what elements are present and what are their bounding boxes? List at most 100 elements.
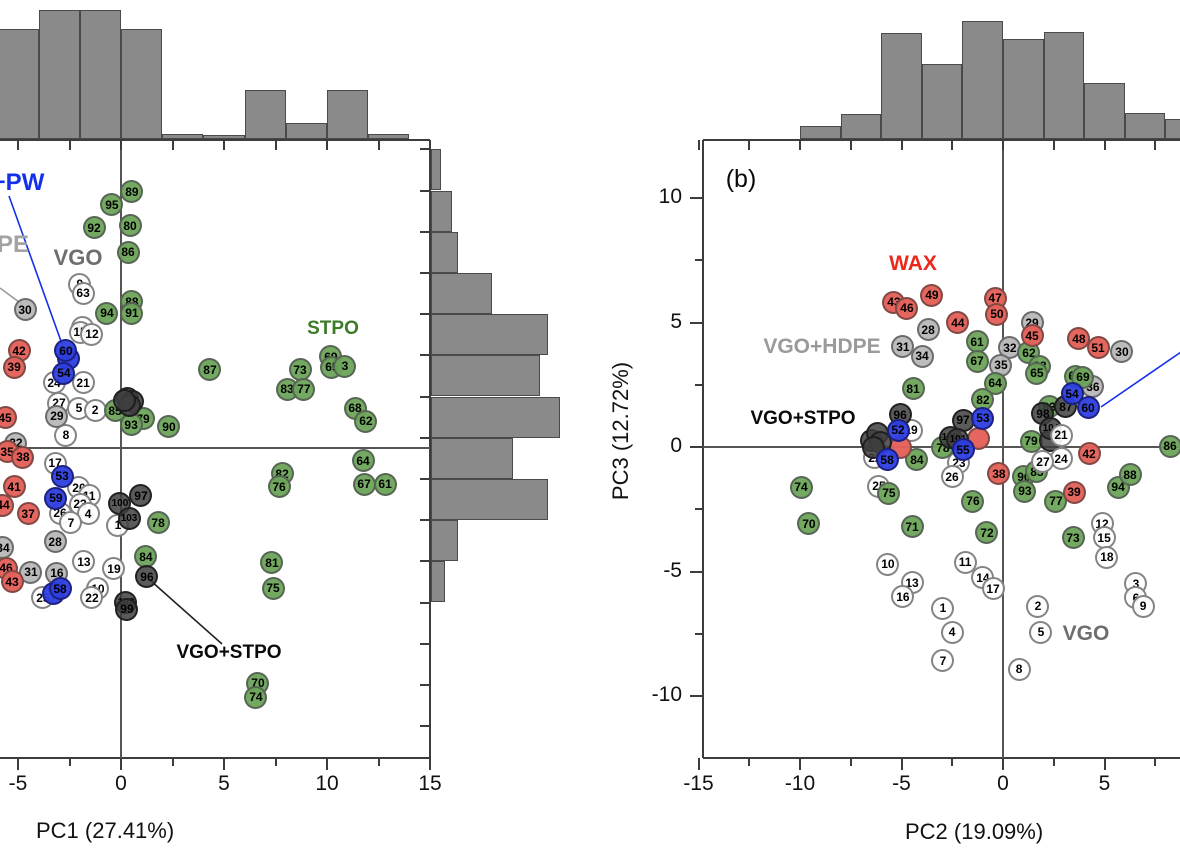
data-point-27: 27 xyxy=(1031,450,1055,474)
x-axis-tick-label: -15 xyxy=(683,772,714,795)
data-point-17: 17 xyxy=(981,577,1005,601)
histogram-bar xyxy=(431,396,560,438)
right-axis-tick xyxy=(420,313,430,316)
top-axis-tick xyxy=(223,140,225,150)
top-axis-tick xyxy=(849,140,852,150)
right-axis-tick xyxy=(420,601,430,604)
top-axis-tick xyxy=(17,140,19,150)
histogram-bar xyxy=(431,149,441,191)
data-point-30: 30 xyxy=(13,298,37,322)
label-vgo-stpo: VGO+STPO xyxy=(176,641,282,663)
zero-line-vertical xyxy=(120,140,122,758)
data-point-73: 73 xyxy=(288,358,312,382)
data-point-74: 74 xyxy=(244,685,268,709)
histogram-bar xyxy=(1124,113,1166,139)
x-axis-major-tick xyxy=(326,758,328,770)
x-axis-major-tick xyxy=(900,758,903,770)
data-point-63: 63 xyxy=(71,281,95,305)
right-axis-tick xyxy=(420,725,430,728)
data-point-44: 44 xyxy=(946,311,970,335)
label-vgo-hdpe: VGO+HDPE xyxy=(763,335,881,359)
x-axis-minor-tick xyxy=(849,758,852,766)
data-point-67: 67 xyxy=(965,349,989,373)
y-axis-major-tick xyxy=(690,321,703,324)
data-point-5: 5 xyxy=(1029,620,1053,644)
histogram-bar xyxy=(285,123,327,139)
data-point-45: 45 xyxy=(0,406,17,430)
top-axis-tick xyxy=(68,140,71,150)
x-axis-minor-tick xyxy=(1052,758,1055,766)
label-wax: WAX xyxy=(889,252,937,276)
data-point-75: 75 xyxy=(877,481,901,505)
label-o-pw: O+PW xyxy=(0,169,45,196)
data-point-94: 94 xyxy=(95,301,119,325)
x-axis-tick-label: -5 xyxy=(892,772,911,795)
data-point-87: 87 xyxy=(198,358,222,382)
data-point-21: 21 xyxy=(71,371,95,395)
data-point-77: 77 xyxy=(292,377,316,401)
data-point-62: 62 xyxy=(354,409,378,433)
y-axis-minor-tick xyxy=(695,259,703,262)
data-point-64: 64 xyxy=(351,449,375,473)
label-vgo: VGO xyxy=(1062,622,1110,646)
data-point-49: 49 xyxy=(920,283,944,307)
data-point-24: 24 xyxy=(1049,447,1073,471)
zero-line-horizontal xyxy=(0,447,430,449)
data-point-86: 86 xyxy=(1158,434,1180,458)
y-axis-tick-label: 10 xyxy=(658,185,682,208)
histogram-bar xyxy=(431,437,513,479)
x-axis-major-tick xyxy=(223,758,225,770)
label-vgo: VGO xyxy=(53,244,103,270)
data-point-19: 19 xyxy=(102,557,126,581)
y-axis-major-tick xyxy=(690,570,703,573)
right-axis-tick xyxy=(420,271,430,274)
data-point-7: 7 xyxy=(931,649,955,673)
data-point-28: 28 xyxy=(43,530,67,554)
label--b-: (b) xyxy=(725,164,757,193)
plot-frame-top xyxy=(703,139,1180,141)
right-axis-tick xyxy=(420,519,430,522)
x-axis-major-tick xyxy=(120,758,122,770)
histogram-bar xyxy=(203,135,245,139)
label-vgo-stpo: VGO+STPO xyxy=(750,407,856,429)
data-point-59: 59 xyxy=(44,486,68,510)
top-axis-tick xyxy=(748,140,751,150)
data-point-78: 78 xyxy=(146,511,170,535)
data-point-31: 31 xyxy=(891,335,915,359)
data-point-99: 99 xyxy=(115,597,139,621)
x-axis-tick-label: 5 xyxy=(1098,772,1111,795)
data-point-16: 16 xyxy=(891,585,915,609)
annotation-pointer-line xyxy=(1100,351,1180,408)
histogram-bar xyxy=(327,90,369,139)
data-point-51: 51 xyxy=(1086,336,1110,360)
data-point-22: 22 xyxy=(80,586,104,610)
data-point-103: 103 xyxy=(117,506,141,530)
data-point-31: 31 xyxy=(19,560,43,584)
x-axis-major-tick xyxy=(1002,758,1004,770)
data-point-97: 97 xyxy=(129,484,153,508)
data-point-38: 38 xyxy=(987,462,1011,486)
right-axis-tick xyxy=(420,354,430,357)
top-axis-tick xyxy=(799,140,801,150)
x-axis-title-pc2: PC2 (19.09%) xyxy=(905,819,1044,844)
histogram-bar xyxy=(79,10,121,139)
data-point-92: 92 xyxy=(82,216,106,240)
data-point-9: 9 xyxy=(1131,594,1155,618)
zero-line-vertical xyxy=(1002,140,1004,758)
right-axis-tick xyxy=(420,436,430,439)
data-point-76: 76 xyxy=(961,489,985,513)
histogram-bar xyxy=(162,134,204,139)
data-point-61: 61 xyxy=(373,472,397,496)
data-point-55: 55 xyxy=(951,438,975,462)
histogram-bar xyxy=(962,21,1003,139)
x-axis-tick-label: 0 xyxy=(997,772,1009,795)
data-point-80: 80 xyxy=(118,214,142,238)
top-axis-tick xyxy=(900,140,903,150)
histogram-bar xyxy=(431,314,548,356)
histogram-bar xyxy=(431,355,540,397)
data-point-53: 53 xyxy=(971,406,995,430)
data-point-53: 53 xyxy=(50,464,74,488)
data-point-35: 35 xyxy=(989,353,1013,377)
data-point-26: 26 xyxy=(940,465,964,489)
data-point-13: 13 xyxy=(72,550,96,574)
